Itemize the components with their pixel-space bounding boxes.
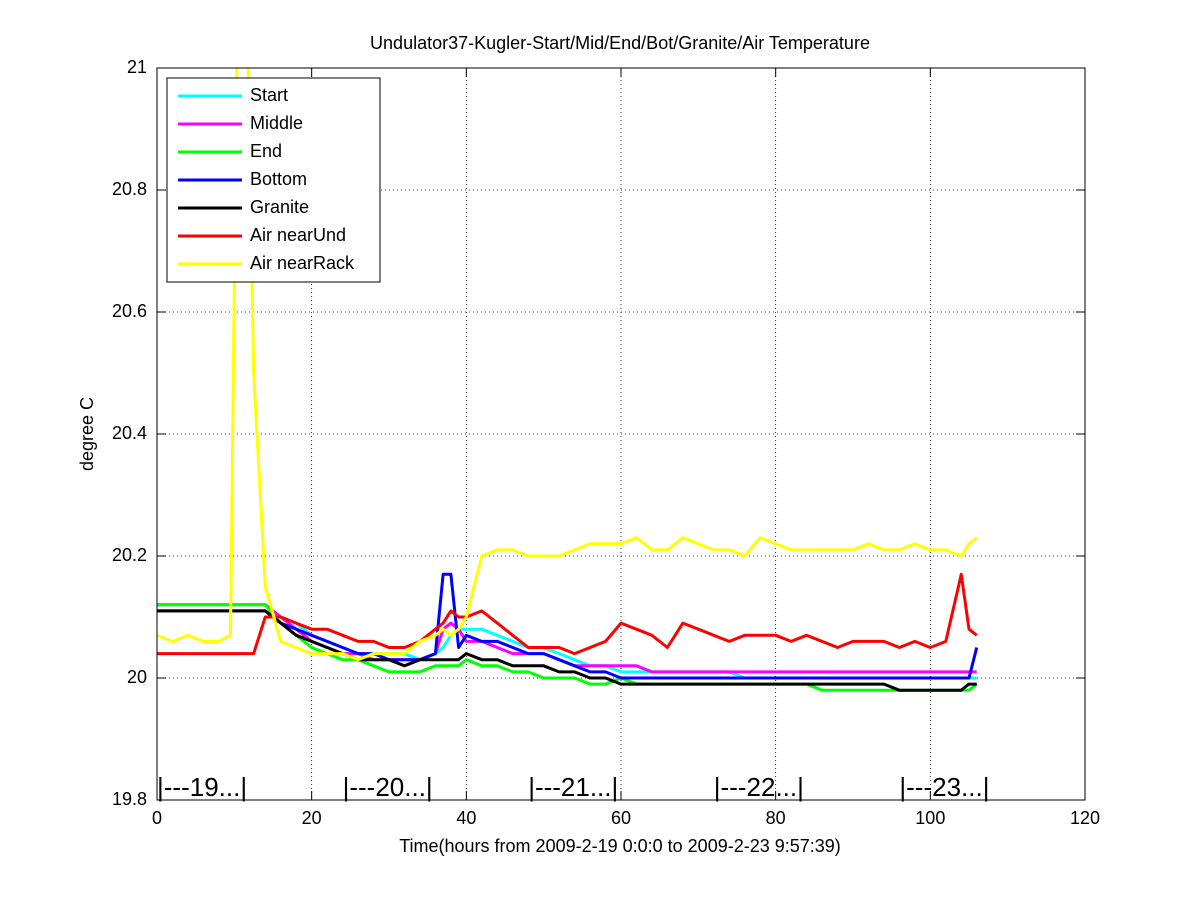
y-tick-label: 20 [127, 667, 147, 687]
day-annotation: |---20...| [343, 772, 433, 802]
chart-title: Undulator37-Kugler-Start/Mid/End/Bot/Gra… [370, 33, 870, 53]
legend-label: Air nearRack [250, 253, 355, 273]
legend-label: Middle [250, 113, 303, 133]
y-tick-label: 20.2 [112, 545, 147, 565]
x-axis-label: Time(hours from 2009-2-19 0:0:0 to 2009-… [399, 836, 841, 856]
legend-label: Start [250, 85, 288, 105]
plot-frame [156, 67, 1086, 801]
x-tick-label: 0 [152, 808, 162, 828]
day-annotation: |---21...| [528, 772, 618, 802]
y-tick-label: 20.6 [112, 301, 147, 321]
series-line [157, 68, 978, 662]
y-tick-label: 19.8 [112, 789, 147, 809]
x-tick-label: 40 [456, 808, 476, 828]
y-tick-label: 20.4 [112, 423, 147, 443]
x-tick-label: 100 [915, 808, 945, 828]
x-tick-label: 80 [766, 808, 786, 828]
series-line [157, 572, 978, 656]
day-annotation: |---19...| [157, 772, 247, 802]
grid: 0 20 40 60 80 100 120 19.8 20 20.2 20.4 20.6 20.8 21 [112, 57, 1100, 828]
plot-lines [157, 68, 979, 692]
x-tick-label: 20 [302, 808, 322, 828]
x-tick-label: 60 [611, 808, 631, 828]
legend-label: End [250, 141, 282, 161]
legend-label: Granite [250, 197, 309, 217]
y-tick-label: 21 [127, 57, 147, 77]
x-tick-label: 120 [1070, 808, 1100, 828]
y-tick-label: 20.8 [112, 179, 147, 199]
day-annotation: |---22...| [714, 772, 804, 802]
legend-label: Air nearUnd [250, 225, 346, 245]
legend-label: Bottom [250, 169, 307, 189]
annotations: |---19...| |---20...| |---21...| |---22...|… [157, 772, 989, 802]
legend: Start Middle End Bottom Granite Air nearUnd Ai… [166, 77, 381, 283]
day-annotation: |---23...| [899, 772, 989, 802]
y-axis-label: degree C [77, 397, 97, 471]
